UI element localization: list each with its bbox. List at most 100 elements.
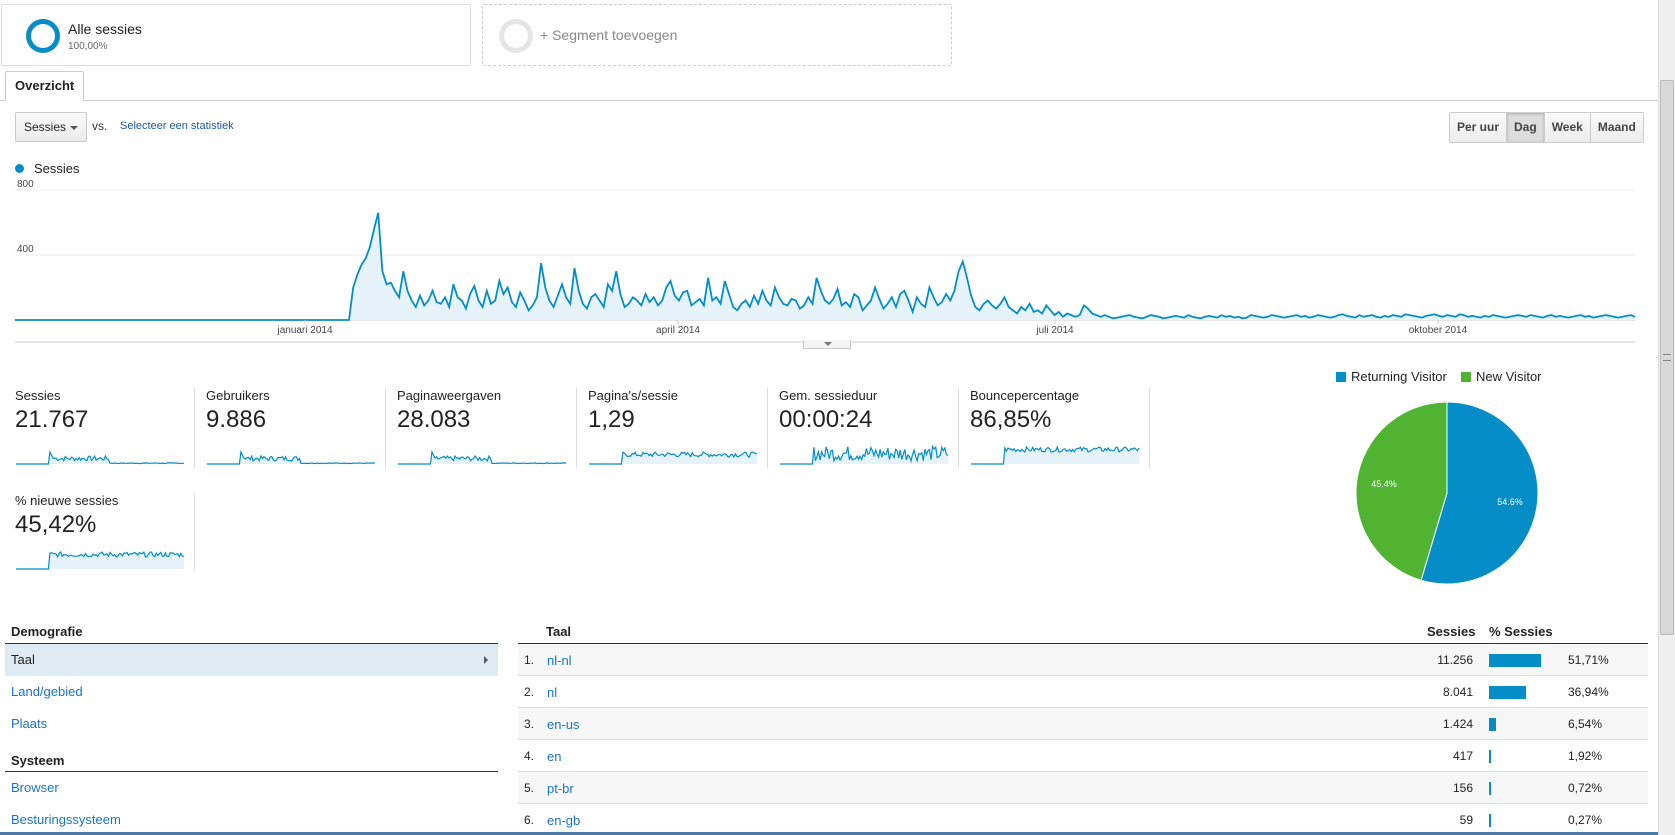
- sparkline-line: [207, 449, 376, 465]
- vs-label: vs.: [92, 119, 108, 133]
- row-percentage: 36,94%: [1568, 685, 1609, 699]
- sparkline-line: [780, 444, 949, 465]
- nav-item-language[interactable]: Taal: [5, 644, 498, 676]
- metric-label: Sessies: [15, 388, 61, 403]
- x-tick-label: juli 2014: [1035, 325, 1074, 336]
- row-language-link[interactable]: nl: [547, 685, 558, 700]
- pie-legend-label: Returning Visitor: [1351, 369, 1447, 384]
- metric-value: 9.886: [206, 406, 267, 433]
- nav-item-country[interactable]: Land/gebied: [11, 684, 83, 699]
- chart-collapse-toggle[interactable]: [803, 340, 851, 349]
- chevron-down-icon: [70, 126, 78, 130]
- table-header-sessions: Sessies: [1427, 624, 1476, 639]
- metric-select[interactable]: Sessies: [15, 112, 87, 142]
- chart-legend-label: Sessies: [34, 161, 80, 176]
- x-tick-label: januari 2014: [276, 325, 332, 336]
- tab-bar: [0, 100, 1660, 101]
- row-index: 4.: [524, 749, 535, 763]
- metric-label: % nieuwe sessies: [15, 493, 119, 508]
- metric-tile-sessions[interactable]: Sessies 21.767: [15, 388, 195, 468]
- metric-select-value: Sessies: [24, 120, 67, 134]
- visitor-type-pie-chart: 54.6% 45.4%: [1355, 401, 1539, 585]
- y-tick-label: 800: [17, 179, 34, 190]
- row-language-link[interactable]: pt-br: [547, 781, 574, 796]
- sparkline-area: [207, 452, 375, 464]
- metric-value: 1,29: [588, 406, 635, 433]
- metric-tile-new-sessions[interactable]: % nieuwe sessies 45,42%: [15, 493, 195, 571]
- metric-tile-pageviews[interactable]: Paginaweergaven 28.083: [397, 388, 577, 468]
- pie-legend-new[interactable]: New Visitor: [1461, 369, 1542, 384]
- tab-overview[interactable]: Overzicht: [5, 71, 85, 101]
- row-index: 3.: [524, 717, 535, 731]
- row-sessions: 417: [1452, 749, 1473, 763]
- table-row: 2. nl 8.041 36,94%: [518, 676, 1648, 708]
- nav-item-city[interactable]: Plaats: [11, 716, 48, 731]
- sessions-area: [15, 212, 1635, 320]
- pie-legend-returning[interactable]: Returning Visitor: [1336, 369, 1447, 384]
- pie-label-returning: 54.6%: [1497, 497, 1523, 507]
- sparkline-line: [971, 445, 1140, 465]
- row-percentage: 0,27%: [1568, 813, 1603, 827]
- metric-tile-bounce-rate[interactable]: Bouncepercentage 86,85%: [970, 388, 1150, 468]
- granularity-week-button[interactable]: Week: [1543, 113, 1590, 142]
- sparkline-line: [589, 451, 758, 465]
- granularity-month-button[interactable]: Maand: [1589, 113, 1643, 142]
- x-tick-label: april 2014: [656, 325, 700, 336]
- nav-item-os[interactable]: Besturingssysteem: [11, 812, 121, 827]
- metric-sparkline: [16, 551, 185, 570]
- returning-swatch: [1336, 372, 1346, 382]
- row-language-link[interactable]: en: [547, 749, 562, 764]
- granularity-hourly-button[interactable]: Per uur: [1450, 113, 1507, 142]
- add-segment-card[interactable]: + Segment toevoegen: [482, 4, 952, 66]
- metric-sparkline: [207, 449, 376, 465]
- new-swatch: [1461, 372, 1471, 382]
- segment-title: Alle sessies: [68, 21, 142, 37]
- metric-sparkline: [16, 449, 185, 465]
- metric-sparkline: [971, 445, 1140, 465]
- metric-label: Gebruikers: [206, 388, 270, 403]
- granularity-buttons: Per uur Dag Week Maand: [1449, 112, 1644, 143]
- row-share-bar: [1489, 654, 1541, 667]
- table-row: 5. pt-br 156 0,72%: [518, 772, 1648, 804]
- row-language-link[interactable]: en-gb: [547, 813, 581, 828]
- y-tick-label: 400: [17, 244, 34, 255]
- select-statistic-link[interactable]: Selecteer een statistiek: [120, 120, 234, 132]
- metric-label: Gem. sessieduur: [779, 388, 878, 403]
- metric-tile-pages-per-session[interactable]: Pagina's/sessie 1,29: [588, 388, 768, 468]
- row-language-link[interactable]: en-us: [547, 717, 580, 732]
- metric-sparkline: [398, 449, 567, 465]
- metric-label: Bouncepercentage: [970, 388, 1080, 403]
- row-index: 1.: [524, 653, 535, 667]
- x-tick-label: oktober 2014: [1409, 325, 1468, 336]
- nav-divider: [5, 643, 498, 644]
- row-share-bar: [1489, 814, 1491, 827]
- nav-item-browser[interactable]: Browser: [11, 780, 59, 795]
- add-segment-label: + Segment toevoegen: [540, 27, 678, 43]
- pie-slice-new: [1355, 401, 1448, 581]
- row-share-bar: [1489, 750, 1491, 763]
- row-percentage: 1,92%: [1568, 749, 1603, 763]
- row-sessions: 8.041: [1442, 685, 1473, 699]
- metric-tile-avg-session-duration[interactable]: Gem. sessieduur 00:00:24: [779, 388, 959, 468]
- metric-value: 45,42%: [15, 511, 97, 538]
- sparkline-area: [971, 447, 1139, 464]
- segment-card-all-sessions[interactable]: Alle sessies 100,00%: [1, 4, 471, 66]
- row-sessions: 1.424: [1442, 717, 1473, 731]
- row-share-bar: [1489, 782, 1491, 795]
- table-row: 3. en-us 1.424 6,54%: [518, 708, 1648, 740]
- nav-heading-demographics: Demografie: [11, 624, 83, 639]
- row-sessions: 156: [1452, 781, 1473, 795]
- row-sessions: 59: [1459, 813, 1473, 827]
- row-language-link[interactable]: nl-nl: [547, 653, 572, 668]
- table-row: 4. en 417 1,92%: [518, 740, 1648, 772]
- sessions-series-line: [15, 212, 1636, 321]
- scrollbar-grip-icon: [1663, 354, 1671, 361]
- metric-label: Paginaweergaven: [397, 388, 502, 403]
- scrollbar-thumb[interactable]: [1660, 80, 1674, 635]
- metric-tile-users[interactable]: Gebruikers 9.886: [206, 388, 386, 468]
- sparkline-line: [398, 449, 567, 465]
- metric-sparkline: [780, 444, 949, 465]
- granularity-day-button[interactable]: Dag: [1506, 113, 1544, 142]
- nav-item-label: Taal: [11, 652, 35, 667]
- row-index: 5.: [524, 781, 535, 795]
